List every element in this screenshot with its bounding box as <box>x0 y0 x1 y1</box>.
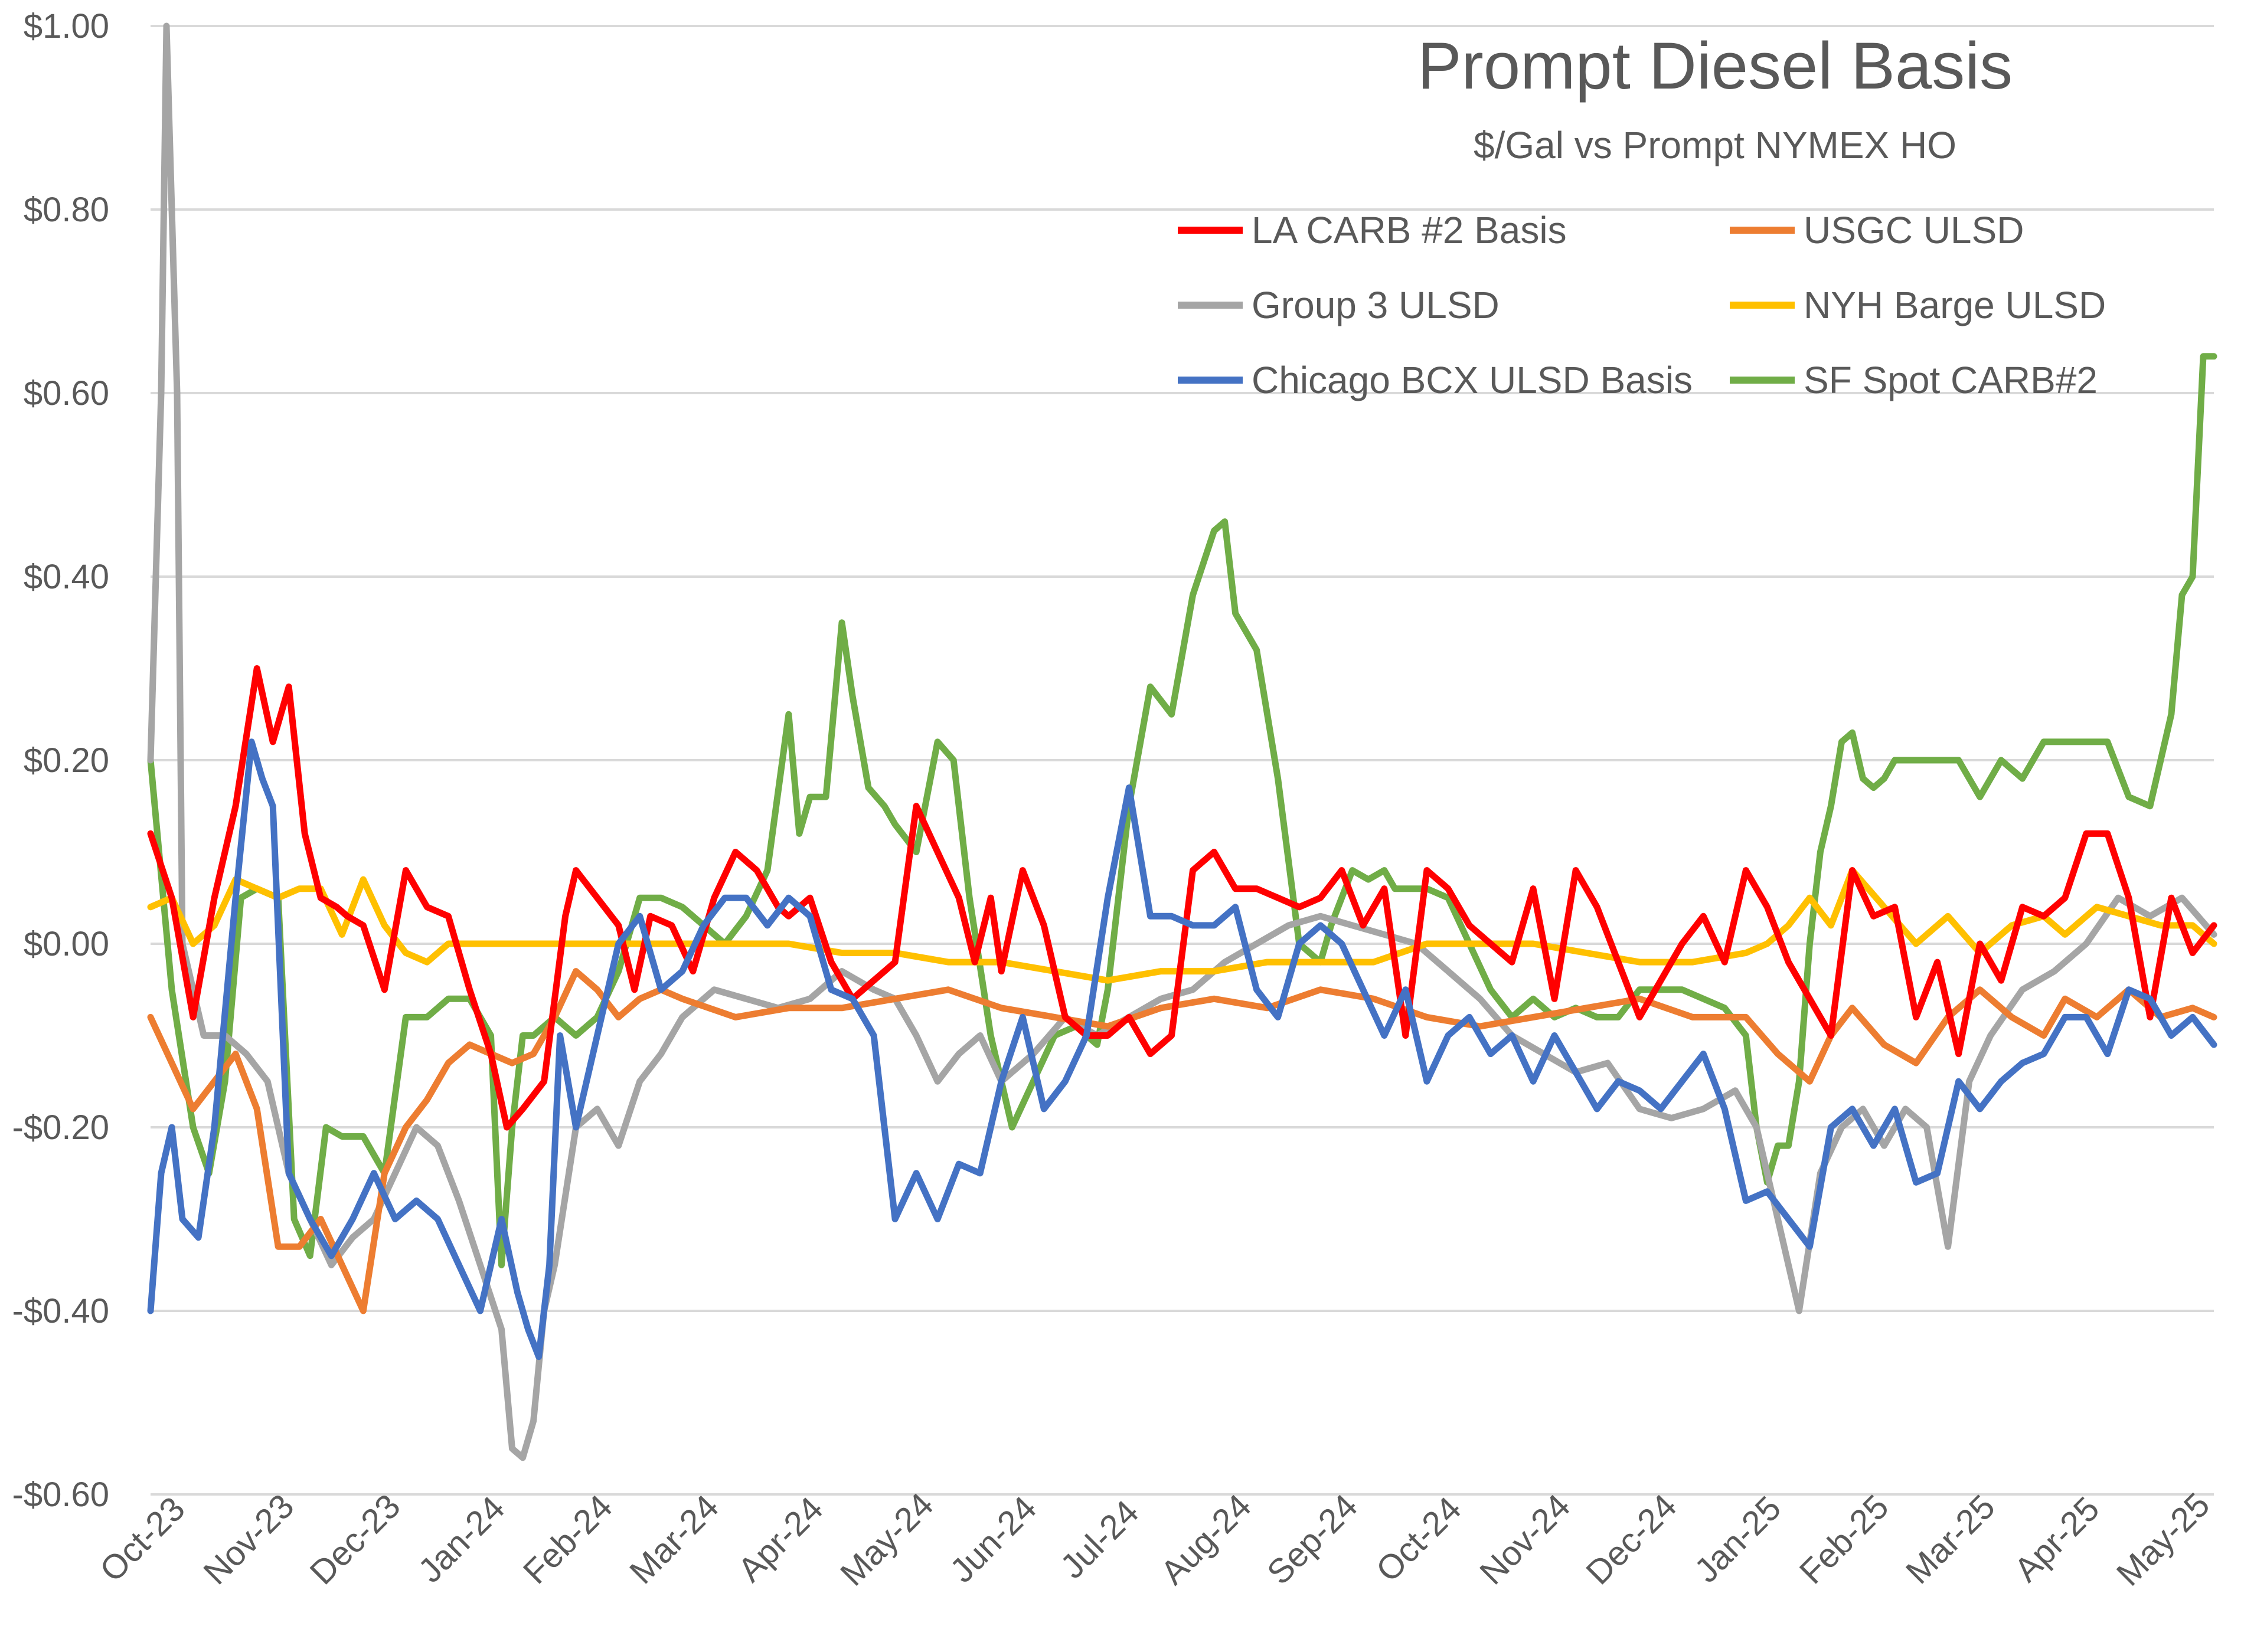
series-line-1 <box>147 968 2217 1314</box>
legend: LA CARB #2 Basis USGC ULSD Group 3 ULSD NYH… <box>1178 209 2106 401</box>
legend-label: USGC ULSD <box>1804 209 2024 251</box>
y-tick-label: $0.20 <box>24 741 109 780</box>
legend-label: SF Spot CARB#2 <box>1804 359 2098 401</box>
legend-label: LA CARB #2 Basis <box>1252 209 1567 251</box>
y-tick-label: $0.80 <box>24 191 109 229</box>
series-line-5 <box>147 353 2217 1268</box>
y-tick-label: $0.60 <box>24 374 109 413</box>
plot-area <box>147 22 2217 1461</box>
y-axis: $1.00 $0.80 $0.60 $0.40 $0.20 $0.00 -$0.20 -$0.… <box>12 7 109 1514</box>
legend-label: NYH Barge ULSD <box>1804 284 2106 326</box>
series-line-0 <box>147 665 2217 1131</box>
y-tick-label: -$0.60 <box>12 1476 109 1514</box>
chart-title: Prompt Diesel Basis <box>1417 29 2013 103</box>
legend-label: Chicago BCX ULSD Basis <box>1252 359 1693 401</box>
y-tick-label: -$0.20 <box>12 1108 109 1147</box>
series-line-4 <box>147 738 2217 1360</box>
y-tick-label: -$0.40 <box>12 1292 109 1330</box>
y-tick-label: $0.00 <box>24 925 109 963</box>
y-tick-label: $1.00 <box>24 7 109 45</box>
y-tick-label: $0.40 <box>24 558 109 596</box>
legend-label: Group 3 ULSD <box>1252 284 1500 326</box>
chart-subtitle: $/Gal vs Prompt NYMEX HO <box>1474 124 1956 166</box>
